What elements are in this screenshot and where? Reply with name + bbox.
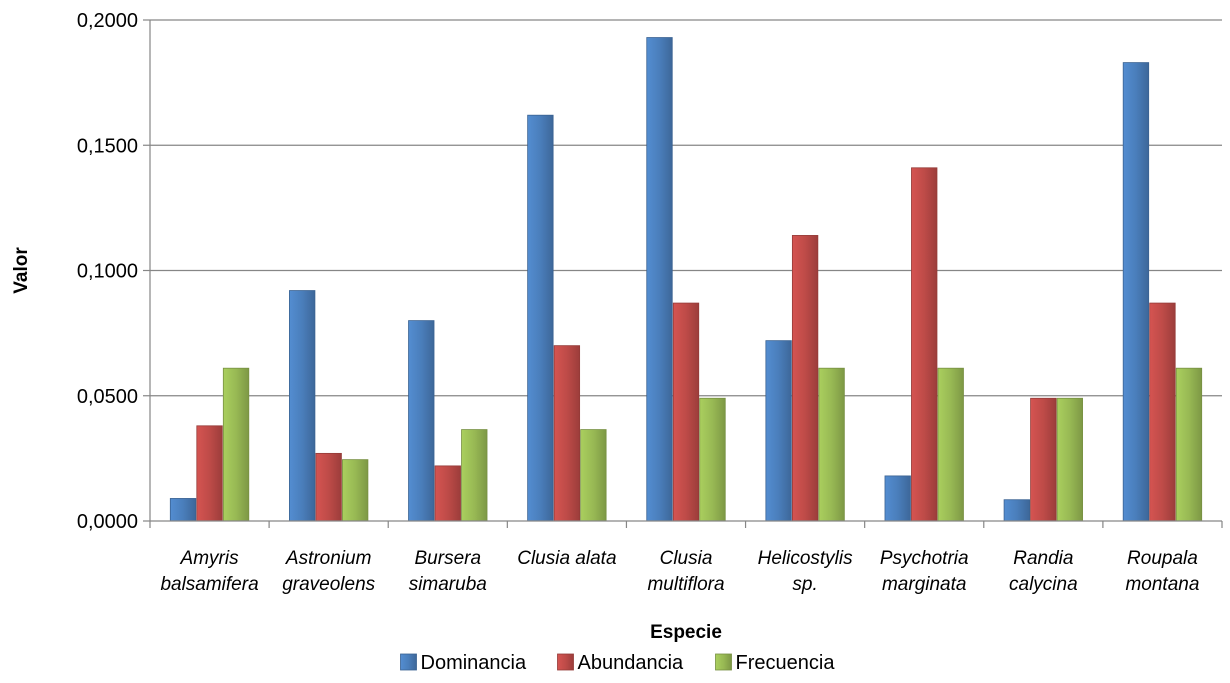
axis-labels: 0,0000 0,0500 0,1000 0,1500 0,2000 Amyris bals… — [11, 10, 1199, 643]
y-tick-label: 0,0500 — [77, 386, 138, 408]
bar-abundancia-8 — [1030, 397, 1057, 522]
x-tick-label: calycina — [1009, 574, 1078, 595]
bar-frecuencia-8 — [1056, 397, 1083, 522]
bar-abundancia-5 — [672, 302, 700, 522]
x-tick-label: Bursera — [415, 548, 482, 569]
legend-swatch — [400, 653, 417, 671]
legend-label: Dominancia — [421, 652, 527, 674]
x-tick-label: Amyris — [180, 548, 240, 569]
bar-abundancia-3 — [434, 465, 461, 522]
bar-abundancia-2 — [315, 452, 342, 522]
x-tick-label: simaruba — [409, 574, 487, 595]
bar-dominancia-4 — [527, 114, 554, 522]
y-tick-label: 0,2000 — [77, 10, 138, 32]
bar-abundancia-9 — [1149, 302, 1176, 522]
legend-swatch — [557, 653, 574, 671]
legend-label: Abundancia — [578, 652, 685, 674]
x-tick-label: montana — [1125, 574, 1199, 595]
bar-dominancia-2 — [289, 290, 316, 522]
bar-frecuencia-4 — [580, 429, 607, 522]
bar-dominancia-5 — [646, 37, 673, 522]
bar-frecuencia-1 — [222, 367, 250, 522]
y-axis-title: Valor — [11, 247, 32, 294]
x-tick-label: Roupala — [1127, 548, 1198, 569]
x-tick-label: graveolens — [282, 574, 375, 595]
bar-dominancia-1 — [169, 498, 197, 522]
bar-abundancia-1 — [196, 425, 223, 522]
bar-frecuencia-7 — [937, 367, 964, 522]
bar-abundancia-6 — [791, 235, 819, 522]
bars — [169, 37, 1203, 522]
bar-frecuencia-6 — [818, 367, 845, 522]
y-tick-label: 0,0000 — [77, 511, 138, 533]
legend-label: Frecuencia — [736, 652, 836, 674]
x-tick-label: marginata — [882, 574, 967, 595]
bar-dominancia-7 — [884, 475, 911, 522]
bar-dominancia-9 — [1122, 62, 1150, 522]
bar-abundancia-7 — [911, 167, 938, 522]
bar-frecuencia-5 — [699, 397, 726, 522]
x-tick-label: sp. — [792, 574, 817, 595]
axes — [143, 19, 1223, 528]
legend-item-frecuencia: Frecuencia — [715, 652, 836, 674]
bar-frecuencia-9 — [1175, 367, 1203, 522]
legend-item-dominancia: Dominancia — [400, 652, 527, 674]
x-tick-label: Psychotria — [880, 548, 969, 569]
legend-swatch — [715, 653, 732, 671]
x-tick-label: Astronium — [285, 548, 372, 569]
y-tick-label: 0,1000 — [77, 261, 138, 283]
legend-item-abundancia: Abundancia — [557, 652, 685, 674]
x-axis-title: Especie — [650, 622, 722, 643]
legend: Dominancia Abundancia Frecuencia — [400, 652, 836, 674]
y-tick-label: 0,1500 — [77, 135, 138, 157]
x-tick-label: Helicostylis — [758, 548, 854, 569]
bar-dominancia-8 — [1003, 499, 1030, 522]
x-tick-label: Clusia alata — [517, 548, 616, 569]
bar-dominancia-3 — [408, 320, 435, 522]
x-tick-label: multiflora — [647, 574, 724, 595]
x-tick-label: Clusia — [660, 548, 713, 569]
bar-abundancia-4 — [553, 345, 581, 522]
bar-frecuencia-2 — [342, 459, 369, 522]
x-tick-label: balsamifera — [160, 574, 258, 595]
x-tick-label: Randia — [1013, 548, 1073, 569]
bar-frecuencia-3 — [461, 429, 488, 522]
bar-dominancia-6 — [765, 340, 792, 522]
